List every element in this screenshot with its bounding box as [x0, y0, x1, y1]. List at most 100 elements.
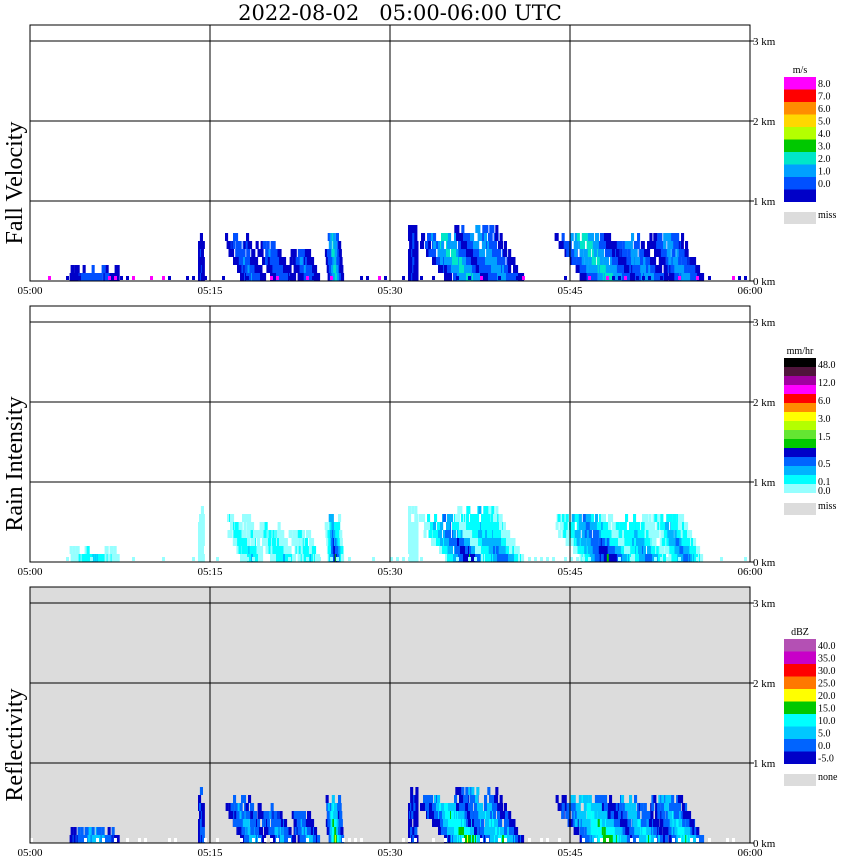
echo-cell — [288, 265, 292, 273]
echo-cell — [609, 803, 613, 811]
echo-cell — [495, 538, 499, 546]
echo-cell — [447, 546, 451, 554]
echo-cell — [667, 795, 671, 803]
echo-cell — [263, 530, 267, 538]
echo-cell — [606, 827, 610, 835]
echo-cell — [414, 233, 418, 241]
echo-cell — [659, 546, 663, 554]
echo-cell — [665, 265, 669, 273]
echo-cell — [487, 265, 491, 273]
echo-cell — [653, 538, 657, 546]
echo-cell — [594, 795, 598, 803]
echo-cell — [434, 514, 438, 522]
echo-cell — [305, 530, 309, 538]
echo-cell — [439, 530, 443, 538]
echo-cell — [555, 795, 559, 803]
echo-cell — [338, 795, 342, 803]
echo-cell — [331, 538, 335, 546]
echo-cell — [581, 538, 585, 546]
echo-cell — [682, 522, 686, 530]
echo-cell — [630, 538, 634, 546]
echo-cell — [238, 538, 242, 546]
echo-cell — [496, 819, 500, 827]
echo-cell — [457, 546, 461, 554]
echo-cell — [270, 249, 274, 257]
echo-cell — [506, 819, 510, 827]
echo-cell — [601, 795, 605, 803]
surface-echo — [606, 838, 609, 842]
echo-cell — [589, 241, 593, 249]
echo-cell — [690, 265, 694, 273]
echo-cell — [338, 249, 342, 257]
echo-cell — [460, 554, 464, 562]
echo-cell — [449, 273, 453, 281]
echo-cell — [465, 795, 469, 803]
surface-echo — [672, 838, 675, 842]
echo-cell — [483, 514, 487, 522]
echo-cell — [582, 530, 586, 538]
echo-cell — [690, 827, 694, 835]
echo-cell — [667, 265, 671, 273]
echo-cell — [693, 257, 697, 265]
echo-cell — [467, 233, 471, 241]
echo-cell — [560, 522, 564, 530]
echo-cell — [274, 811, 278, 819]
echo-cell — [483, 530, 487, 538]
echo-cell — [680, 249, 684, 257]
surface-echo — [288, 557, 291, 561]
echo-cell — [504, 530, 508, 538]
echo-cell — [685, 819, 689, 827]
y-tick-label: 3 km — [753, 598, 776, 610]
echo-cell — [446, 803, 450, 811]
surface-echo — [288, 838, 291, 842]
echo-cell — [462, 522, 466, 530]
echo-cell — [228, 811, 232, 819]
surface-echo — [360, 838, 363, 842]
echo-cell — [603, 819, 607, 827]
echo-cell — [488, 257, 492, 265]
echo-cell — [458, 249, 462, 257]
echo-cell — [638, 819, 642, 827]
echo-cell — [488, 506, 492, 514]
echo-cell — [561, 803, 565, 811]
surface-echo — [504, 838, 507, 842]
echo-cell — [503, 554, 507, 562]
echo-cell — [413, 265, 417, 273]
echo-cell — [701, 273, 705, 281]
echo-cell — [264, 827, 268, 835]
echo-cell — [438, 257, 442, 265]
echo-cell — [589, 546, 593, 554]
echo-cell — [657, 803, 661, 811]
echo-cell — [476, 273, 480, 281]
echo-cell — [499, 265, 503, 273]
echo-cell — [268, 546, 272, 554]
echo-cell — [644, 249, 648, 257]
echo-cell — [498, 249, 502, 257]
echo-cell — [673, 819, 677, 827]
echo-cell — [242, 514, 246, 522]
echo-cell — [493, 530, 497, 538]
echo-cell — [573, 546, 577, 554]
echo-cell — [641, 819, 645, 827]
echo-cell — [499, 522, 503, 530]
echo-cell — [422, 233, 426, 241]
echo-cell — [327, 811, 331, 819]
echo-cell — [576, 827, 580, 835]
echo-cell — [476, 514, 480, 522]
echo-cell — [484, 827, 488, 835]
echo-cell — [243, 795, 247, 803]
surface-echo — [204, 838, 207, 842]
legend-label: -5.0 — [818, 754, 834, 765]
echo-cell — [446, 530, 450, 538]
echo-cell — [601, 554, 605, 562]
echo-cell — [252, 273, 256, 281]
echo-cell — [475, 803, 479, 811]
echo-cell — [266, 538, 270, 546]
echo-cell — [482, 538, 486, 546]
echo-cell — [254, 257, 258, 265]
echo-cell — [274, 249, 278, 257]
echo-cell — [434, 795, 438, 803]
echo-cell — [656, 265, 660, 273]
echo-cell — [269, 265, 273, 273]
surface-echo — [222, 276, 225, 280]
